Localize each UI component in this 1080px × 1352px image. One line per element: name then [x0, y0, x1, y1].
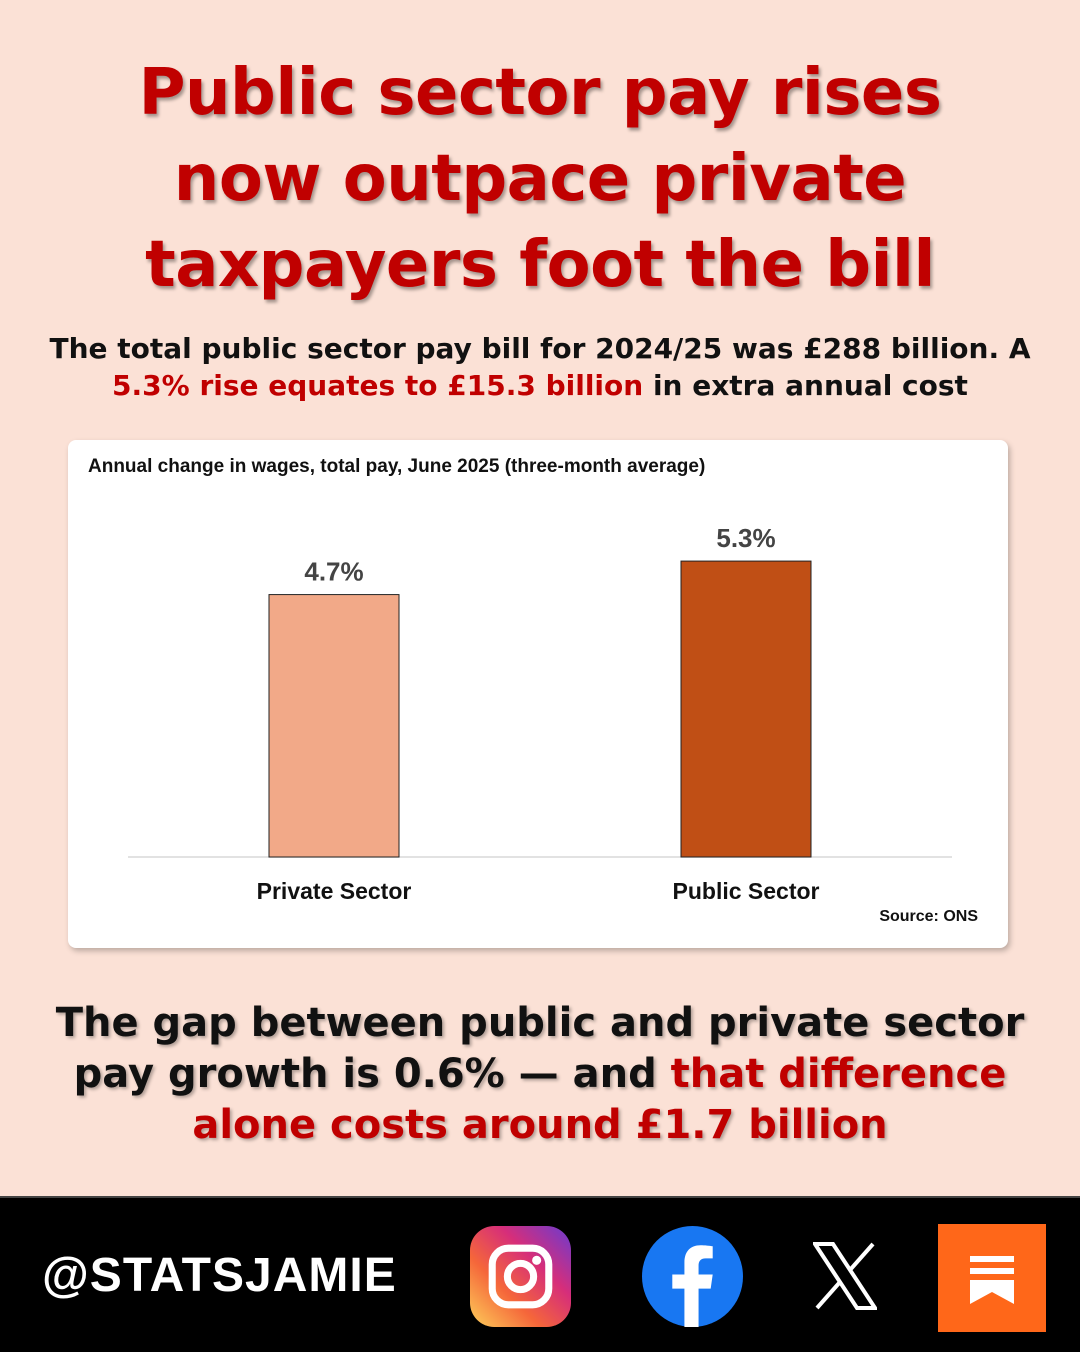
conclusion-line-1: The gap between public and private secto…	[55, 1000, 1025, 1046]
conclusion-line-2-text: pay growth is 0.6% — and	[73, 1051, 671, 1097]
subheadline-line-2: 5.3% rise equates to £15.3 billion in ex…	[30, 367, 1050, 404]
bar-private-sector	[268, 594, 400, 858]
headline-line-2: now outpace private	[173, 142, 907, 216]
subheadline-tail: in extra annual cost	[643, 369, 968, 402]
conclusion-highlight-1: that difference	[670, 1051, 1007, 1097]
conclusion-line-3: alone costs around £1.7 billion	[192, 1102, 888, 1148]
conclusion-text: The gap between public and private secto…	[40, 998, 1040, 1151]
subheadline: The total public sector pay bill for 202…	[30, 330, 1050, 404]
facebook-icon[interactable]	[642, 1226, 743, 1327]
chart-title: Annual change in wages, total pay, June …	[88, 456, 706, 477]
bar-chart: 4.7% Private Sector 5.3% Public Sector	[128, 523, 952, 904]
instagram-icon[interactable]	[470, 1226, 571, 1327]
data-label: 5.3%	[716, 523, 775, 553]
subheadline-highlight: 5.3% rise equates to £15.3 billion	[112, 369, 644, 402]
headline-line-1: Public sector pay rises	[138, 56, 942, 130]
data-label: 4.7%	[304, 557, 363, 587]
x-icon[interactable]	[813, 1242, 877, 1310]
headline: Public sector pay rises now outpace priv…	[40, 50, 1040, 308]
category-label: Public Sector	[673, 878, 820, 904]
conclusion-line-2: pay growth is 0.6% — and that difference	[40, 1049, 1040, 1100]
bar-public-sector	[680, 560, 812, 858]
headline-line-3: taxpayers foot the bill	[145, 228, 935, 302]
substack-icon[interactable]	[938, 1224, 1046, 1332]
category-label: Private Sector	[257, 878, 412, 904]
chart-source: Source: ONS	[879, 908, 978, 925]
social-handle[interactable]: @STATSJAMIE	[42, 1249, 397, 1302]
footer-bar: @STATSJAMIE	[0, 1196, 1080, 1352]
chart-card: 4.7% Private Sector 5.3% Public Sector Annu…	[68, 440, 1008, 948]
subheadline-line-1: The total public sector pay bill for 202…	[49, 332, 1031, 365]
